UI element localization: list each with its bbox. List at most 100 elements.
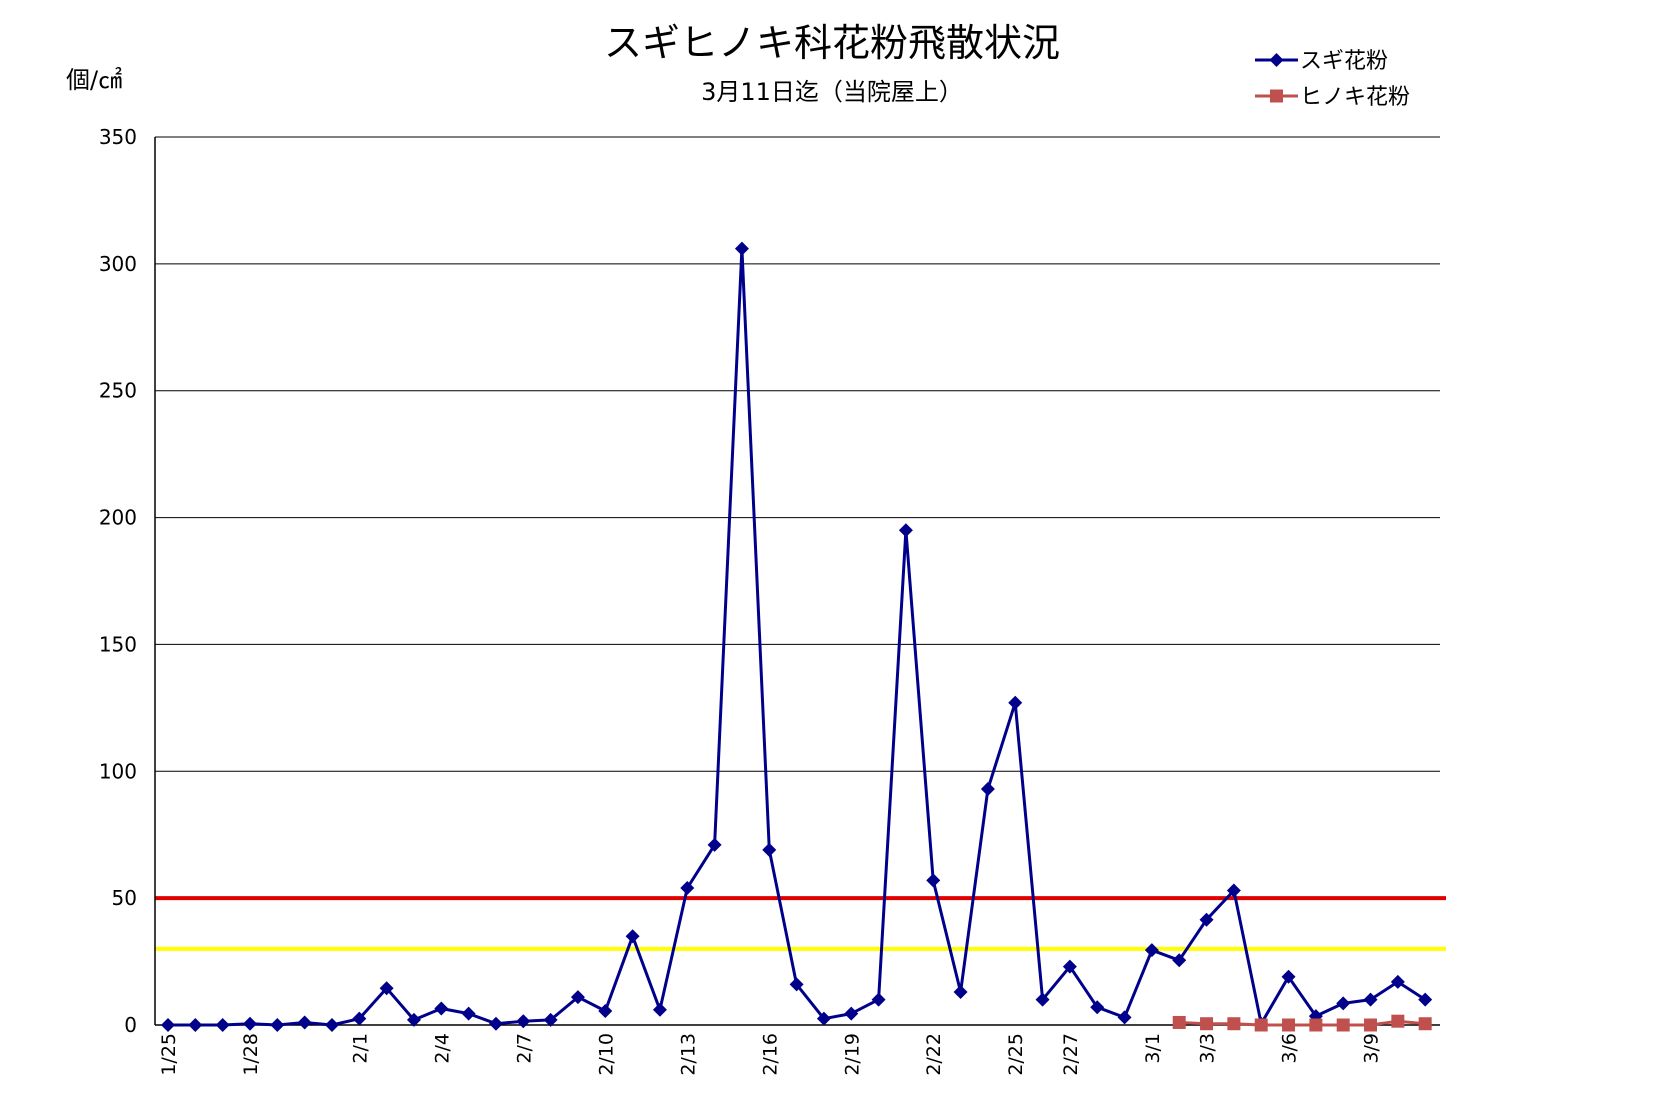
series-line-hinoki <box>1179 1019 1426 1027</box>
x-tick-label: 2/13 <box>677 1033 699 1076</box>
x-tick-label: 3/1 <box>1142 1033 1164 1064</box>
y-tick-label: 0 <box>124 1013 137 1037</box>
chart-subtitle: 3月11日迄（当院屋上） <box>701 78 963 106</box>
series-sugi <box>161 241 1433 1032</box>
x-tick-label: 1/28 <box>240 1033 262 1076</box>
data-point <box>625 929 640 944</box>
data-point <box>406 1012 421 1027</box>
data-point <box>1035 992 1050 1007</box>
data-point <box>1391 1014 1405 1028</box>
y-tick-label: 250 <box>99 379 137 403</box>
data-point <box>161 1018 175 1032</box>
data-point <box>1008 695 1023 710</box>
data-point <box>1309 1018 1323 1032</box>
data-point <box>652 1002 667 1017</box>
series-line-sugi <box>168 247 1427 1027</box>
x-tick-label: 2/16 <box>759 1033 781 1076</box>
y-tick-label: 150 <box>99 632 137 656</box>
data-point <box>215 1018 230 1032</box>
x-tick-label: 2/10 <box>595 1033 617 1076</box>
y-tick-labels: 0 50 100 150 200 250 300 350 <box>99 125 137 1037</box>
data-point <box>1226 883 1241 898</box>
data-point <box>1364 1018 1378 1032</box>
legend-sugi-marker <box>1269 53 1284 67</box>
data-point <box>270 1018 285 1032</box>
data-point <box>1227 1017 1241 1031</box>
data-point <box>1090 1000 1105 1015</box>
x-tick-label: 2/25 <box>1005 1033 1027 1076</box>
data-point <box>953 985 968 1000</box>
data-point <box>789 977 804 992</box>
data-point <box>1172 1015 1186 1029</box>
data-point <box>1390 974 1405 989</box>
data-series <box>161 241 1433 1032</box>
data-point <box>598 1004 613 1019</box>
y-tick-label: 300 <box>99 252 137 276</box>
data-point <box>1117 1010 1132 1025</box>
reference-lines <box>155 896 1446 951</box>
data-point <box>1418 1017 1432 1031</box>
x-tick-label: 2/19 <box>841 1033 863 1076</box>
data-point <box>980 782 995 797</box>
data-point <box>1172 953 1187 968</box>
x-tick-labels: 1/25 1/28 2/1 2/4 2/7 2/10 2/13 2/16 2/19 2/22 2/2… <box>158 1033 1383 1076</box>
data-point <box>762 842 777 857</box>
data-point <box>680 880 695 895</box>
data-point <box>570 990 585 1005</box>
legend: スギ花粉 ヒノキ花粉 <box>1255 49 1410 110</box>
legend-hinoki-label: ヒノキ花粉 <box>1300 85 1410 110</box>
x-tick-label: 2/4 <box>431 1033 453 1064</box>
data-point <box>926 873 941 888</box>
data-point <box>1062 959 1077 974</box>
data-point <box>1418 992 1433 1007</box>
data-point <box>1199 912 1214 927</box>
gridlines <box>155 136 1440 899</box>
data-point <box>461 1006 476 1021</box>
data-point <box>242 1016 257 1031</box>
x-tick-label: 2/7 <box>513 1033 535 1064</box>
data-point <box>1144 943 1159 958</box>
x-tick-label: 3/6 <box>1279 1033 1301 1064</box>
y-axis-unit-label: 個/㎠ <box>66 66 122 94</box>
y-tick-label: 100 <box>99 759 137 783</box>
data-point <box>1282 1018 1296 1032</box>
data-point <box>871 992 886 1007</box>
data-point <box>543 1012 558 1027</box>
data-point <box>352 1011 367 1026</box>
data-point <box>707 837 722 852</box>
series-hinoki <box>1172 1014 1432 1032</box>
data-point <box>1281 969 1296 984</box>
x-tick-label: 2/22 <box>923 1033 945 1076</box>
y-tick-label: 350 <box>99 125 137 149</box>
data-point <box>379 981 394 996</box>
data-point <box>898 523 913 538</box>
legend-item-sugi: スギ花粉 <box>1255 49 1388 74</box>
data-point <box>434 1001 449 1016</box>
data-point <box>516 1014 531 1029</box>
data-point <box>1200 1017 1214 1031</box>
data-point <box>816 1011 831 1026</box>
y-tick-label: 50 <box>112 886 137 910</box>
data-point <box>1336 1018 1350 1032</box>
x-tick-label: 3/3 <box>1197 1033 1219 1064</box>
legend-hinoki-marker <box>1270 89 1283 103</box>
data-point <box>488 1016 503 1031</box>
data-point <box>1254 1018 1268 1032</box>
axes <box>154 137 1440 1026</box>
x-tick-label: 1/25 <box>158 1033 180 1076</box>
x-tick-label: 3/9 <box>1361 1033 1383 1064</box>
data-point <box>1336 996 1351 1011</box>
data-point <box>844 1006 859 1021</box>
data-point <box>188 1018 203 1032</box>
data-point <box>297 1015 312 1030</box>
data-point <box>734 241 749 256</box>
y-tick-label: 200 <box>99 506 137 530</box>
chart-title: スギヒノキ科花粉飛散状況 <box>604 21 1060 65</box>
legend-sugi-label: スギ花粉 <box>1300 49 1388 74</box>
data-point <box>1363 992 1378 1007</box>
legend-item-hinoki: ヒノキ花粉 <box>1255 85 1410 110</box>
x-tick-label: 2/1 <box>349 1033 371 1064</box>
x-tick-label: 2/27 <box>1060 1033 1082 1076</box>
data-point <box>324 1018 339 1032</box>
